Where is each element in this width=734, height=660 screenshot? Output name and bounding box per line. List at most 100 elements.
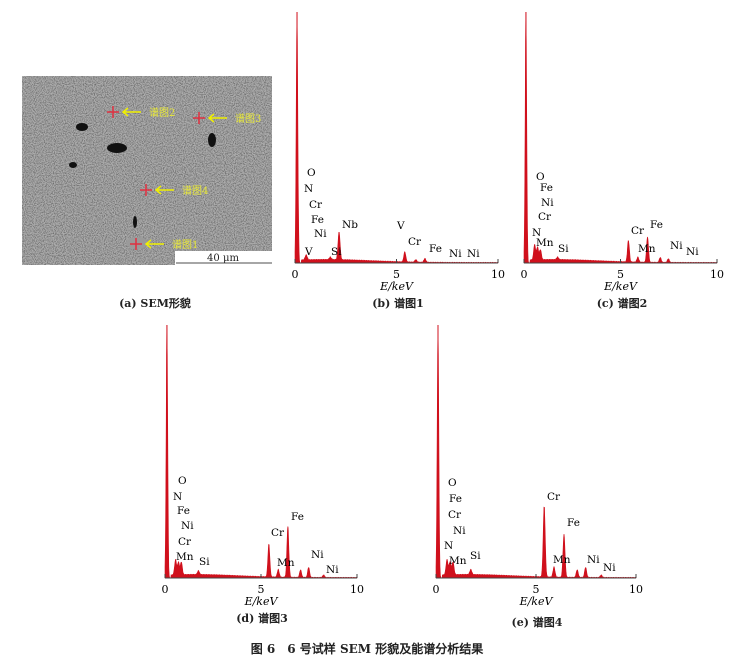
spectrum-curve	[435, 324, 637, 579]
peak-label: Si	[199, 556, 210, 568]
peak-label: Mn	[277, 557, 295, 569]
spectrum-marker: 谱图4	[140, 184, 208, 197]
spectrum-curve	[164, 324, 358, 579]
peak-label: Ni	[587, 554, 600, 566]
spectrum-marker: 谱图3	[193, 112, 261, 125]
peak-label: N	[444, 540, 453, 552]
arrow-left-icon	[207, 113, 227, 123]
x-tick-label: 0	[292, 268, 299, 281]
scale-bar-label: 40 μm	[207, 253, 239, 264]
inclusion	[126, 237, 148, 249]
peak-label: Cr	[309, 199, 323, 211]
peak-label: Mn	[553, 554, 571, 566]
peak-label: Mn	[536, 237, 554, 249]
peak-label: Ni	[453, 525, 466, 537]
x-tick-label: 5	[617, 268, 624, 281]
cross-icon	[130, 238, 142, 250]
peak-label: Fe	[540, 182, 553, 194]
peak-label: Si	[331, 246, 342, 258]
peak-label: Mn	[176, 551, 194, 563]
peak-label: Cr	[631, 225, 645, 237]
caption-b: (b) 谱图1	[372, 297, 424, 310]
peak-label: O	[536, 171, 545, 183]
peak-label: O	[178, 475, 187, 487]
peak-label: Si	[470, 550, 481, 562]
cross-icon	[193, 112, 205, 124]
pore	[69, 162, 77, 168]
peak-label: Fe	[429, 243, 442, 255]
caption-c: (c) 谱图2	[596, 297, 648, 310]
peak-label: O	[307, 167, 316, 179]
peak-label: Cr	[448, 509, 462, 521]
peak-label: Fe	[567, 517, 580, 529]
marker-label: 谱图3	[235, 112, 261, 125]
peak-label: Cr	[547, 491, 561, 503]
x-tick-label: 10	[710, 268, 724, 281]
peak-label: Cr	[178, 536, 192, 548]
pore	[107, 143, 127, 153]
arrow-left-icon	[154, 185, 174, 195]
x-tick-label: 10	[629, 583, 643, 596]
x-axis-label: E/keV	[379, 280, 414, 293]
peak-label: Nb	[342, 219, 358, 231]
peak-label: Cr	[538, 211, 552, 223]
pore	[133, 216, 137, 228]
x-tick-label: 5	[258, 583, 265, 596]
x-tick-label: 0	[521, 268, 528, 281]
peak-label: N	[532, 227, 541, 239]
peak-label: Fe	[650, 219, 663, 231]
peak-label: Ni	[311, 549, 324, 561]
spectrum-marker: 谱图1	[130, 238, 198, 251]
x-tick-label: 0	[433, 583, 440, 596]
peak-label: Ni	[449, 248, 462, 260]
peak-label: Fe	[177, 505, 190, 517]
peak-label: V	[396, 220, 405, 232]
x-axis-label: E/keV	[244, 595, 279, 608]
peak-label: Ni	[603, 562, 616, 574]
marker-label: 谱图2	[149, 106, 175, 119]
arrow-left-icon	[121, 107, 141, 117]
peak-label: Fe	[311, 214, 324, 226]
peak-label: Ni	[314, 228, 327, 240]
peak-label: Ni	[467, 248, 480, 260]
caption-e: (e) 谱图4	[511, 616, 563, 629]
peak-label: Si	[558, 243, 569, 255]
spectrum-marker: 谱图2	[107, 106, 175, 119]
spectrum-curve	[523, 11, 718, 264]
peak-label: Mn	[638, 243, 656, 255]
peak-label: V	[304, 246, 313, 258]
peak-label: Cr	[408, 236, 422, 248]
caption-a: (a) SEM形貌	[119, 297, 191, 310]
peak-label: Ni	[670, 240, 683, 252]
peak-label: Fe	[449, 493, 462, 505]
arrow-left-icon	[144, 239, 164, 249]
peak-label: Cr	[271, 527, 285, 539]
peak-label: Ni	[686, 246, 699, 258]
marker-label: 谱图4	[182, 184, 208, 197]
x-tick-label: 10	[350, 583, 364, 596]
marker-label: 谱图1	[172, 238, 198, 251]
peak-label: Ni	[541, 197, 554, 209]
x-tick-label: 5	[533, 583, 540, 596]
peak-label: O	[448, 477, 457, 489]
caption-d: (d) 谱图3	[236, 612, 288, 625]
pore	[76, 123, 88, 131]
peak-label: N	[173, 491, 182, 503]
peak-label: Ni	[181, 520, 194, 532]
pore	[208, 133, 216, 147]
scale-bar-box	[175, 251, 272, 265]
peak-label: Fe	[291, 511, 304, 523]
figure-caption: 图 6 6 号试样 SEM 形貌及能谱分析结果	[250, 642, 484, 656]
cross-icon	[140, 184, 152, 196]
x-axis-label: E/keV	[519, 595, 554, 608]
peak-label: Mn	[449, 555, 467, 567]
cross-icon	[107, 106, 119, 118]
x-axis-label: E/keV	[603, 280, 638, 293]
x-tick-label: 0	[162, 583, 169, 596]
